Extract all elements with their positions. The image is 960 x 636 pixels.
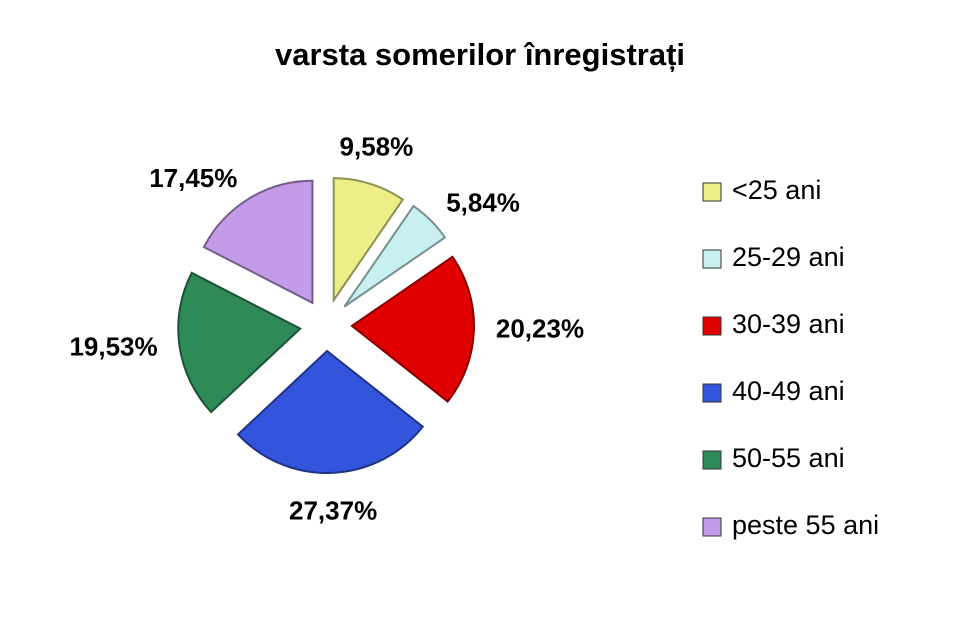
pie-slice [332, 177, 405, 304]
legend-label: 30-39 ani [732, 309, 845, 339]
pie-slice [177, 271, 302, 414]
data-label: 9,58% [340, 132, 414, 162]
data-label: 5,84% [446, 188, 520, 218]
legend-swatch [702, 316, 722, 336]
legend-swatch [702, 517, 722, 537]
pie-slice [202, 179, 314, 305]
legend-label: 25-29 ani [732, 242, 845, 272]
legend-label: 40-49 ani [732, 376, 845, 406]
legend-swatch [702, 182, 722, 202]
legend-swatch [702, 450, 722, 470]
data-label: 17,45% [149, 163, 237, 193]
legend-swatch [702, 249, 722, 269]
pie-slice [350, 255, 475, 403]
pie-slice [236, 349, 425, 474]
data-label: 20,23% [496, 314, 584, 344]
legend-swatch [702, 383, 722, 403]
legend-label: peste 55 ani [732, 510, 879, 540]
legend-label: 50-55 ani [732, 443, 845, 473]
pie-slice [343, 204, 447, 308]
data-label: 27,37% [289, 496, 377, 526]
chart-title: varsta somerilor înregistrați [275, 37, 685, 72]
data-label: 19,53% [69, 331, 157, 361]
legend-label: <25 ani [732, 175, 821, 205]
